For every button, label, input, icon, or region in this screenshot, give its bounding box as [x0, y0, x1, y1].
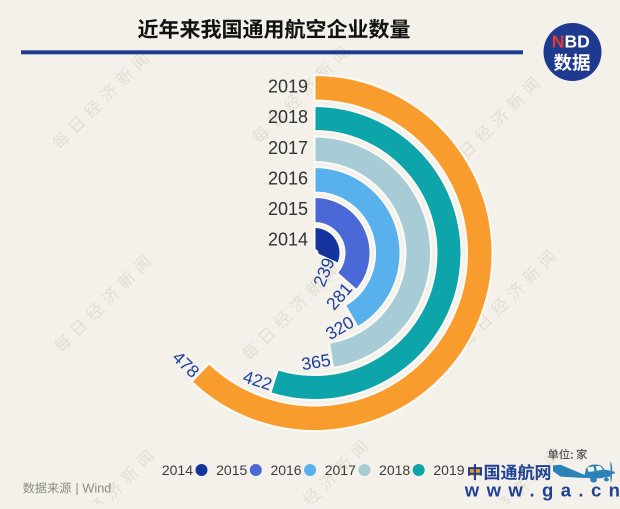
svg-text:2017: 2017 [268, 138, 308, 158]
svg-text:www.ga.cn: www.ga.cn [464, 480, 620, 501]
svg-text:365: 365 [300, 350, 332, 374]
svg-text:2016: 2016 [270, 462, 301, 478]
svg-text:2017: 2017 [325, 462, 356, 478]
svg-text:2018: 2018 [379, 462, 410, 478]
svg-text:2019: 2019 [268, 77, 308, 97]
svg-text:2019: 2019 [433, 462, 464, 478]
svg-text:2018: 2018 [268, 107, 308, 127]
svg-text:| Wind: | Wind [75, 481, 111, 496]
svg-text:2014: 2014 [162, 462, 193, 478]
svg-text:2016: 2016 [268, 168, 308, 188]
svg-text:2015: 2015 [268, 199, 308, 219]
svg-text:2014: 2014 [268, 230, 308, 250]
svg-text:NBD: NBD [552, 32, 590, 52]
svg-text:2015: 2015 [216, 462, 247, 478]
